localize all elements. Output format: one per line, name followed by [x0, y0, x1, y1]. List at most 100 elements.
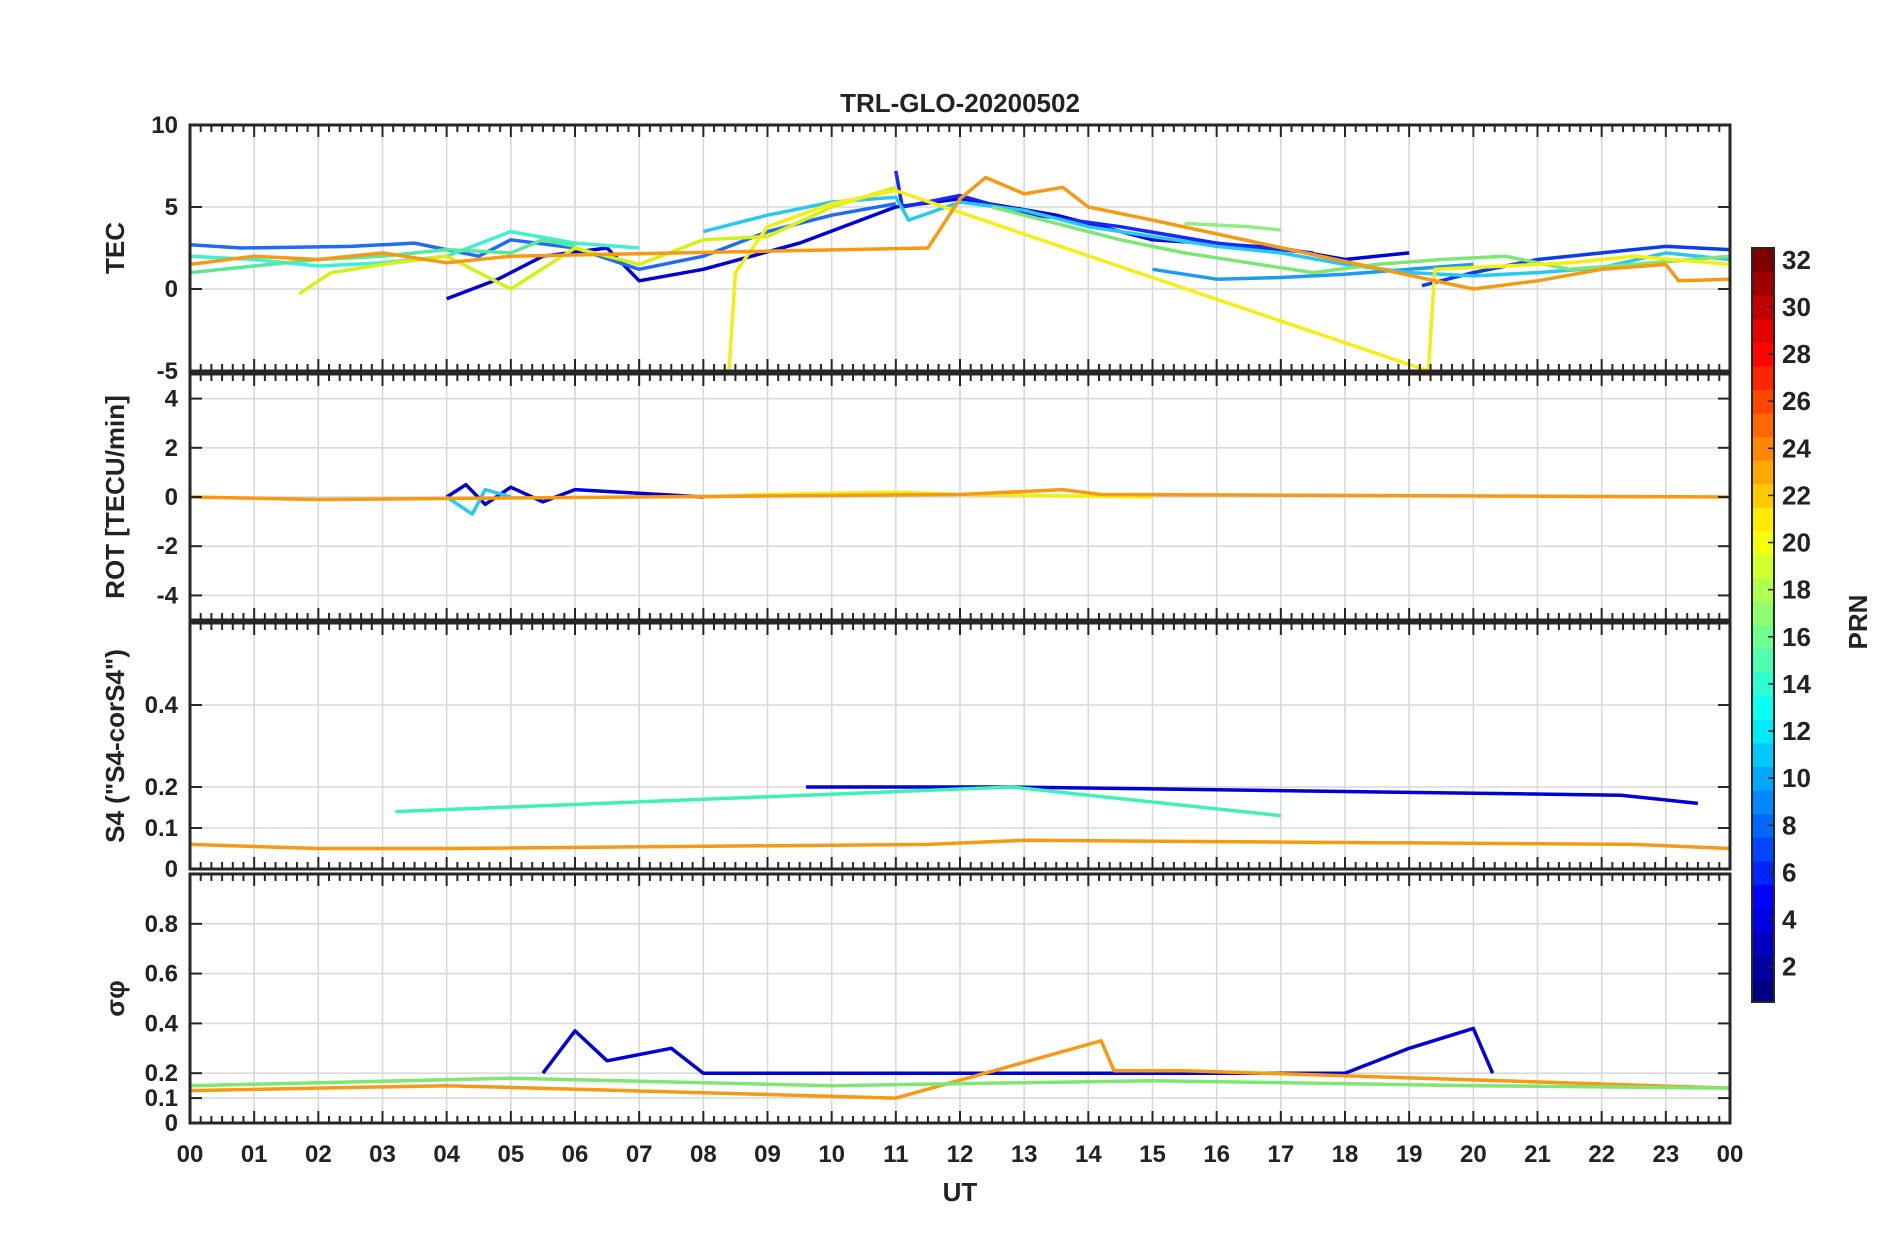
colorbar-tick-label: 30 — [1782, 292, 1811, 322]
y-axis-label: S4 ("S4-corS4") — [100, 649, 130, 843]
series-line-prn-11 — [702, 195, 1730, 278]
colorbar-segment — [1752, 625, 1774, 650]
colorbar-segment — [1752, 978, 1774, 1003]
y-tick-label: -5 — [157, 358, 178, 385]
series-line-prn-23 — [190, 838, 1730, 851]
series-line-prn-9 — [1152, 262, 1474, 281]
x-tick-label: 21 — [1524, 1141, 1551, 1168]
series-group — [190, 1026, 1730, 1100]
y-axis-label: σφ — [100, 980, 130, 1016]
colorbar-frame — [1751, 247, 1775, 1003]
colorbar-segment — [1752, 837, 1774, 862]
panel-sigma_phi: 00.10.2 0.4 0.6 0.8 σφ — [100, 872, 1732, 1137]
y-tick-label: 2 — [165, 435, 178, 462]
colorbar-segment — [1752, 295, 1774, 320]
colorbar-segment — [1752, 789, 1774, 815]
colorbar-segment — [1752, 931, 1774, 956]
series-line-prn-14 — [395, 785, 1281, 818]
colorbar-segment — [1752, 954, 1774, 980]
series-line-prn-16 — [190, 1076, 1730, 1090]
y-tick-label: 0 — [165, 1110, 178, 1137]
x-tick-label: 15 — [1139, 1141, 1166, 1168]
colorbar-segment — [1752, 271, 1774, 296]
series-group — [190, 170, 1730, 371]
colorbar-segment — [1752, 766, 1774, 791]
x-tick-label: 00 — [1717, 1141, 1744, 1168]
colorbar-label: PRN — [1843, 595, 1873, 650]
x-tick-label: 09 — [754, 1141, 781, 1168]
colorbar-tick-label: 12 — [1782, 716, 1811, 746]
colorbar-tick-label: 6 — [1782, 857, 1796, 887]
series-line-prn-15 — [190, 238, 576, 275]
x-tick-label: 18 — [1332, 1141, 1359, 1168]
x-tick-label: 19 — [1396, 1141, 1423, 1168]
y-tick-label: 0.2 — [145, 774, 178, 801]
colorbar-segment — [1752, 483, 1774, 508]
x-tick-label: 04 — [433, 1141, 460, 1168]
y-tick-label: 0.1 — [145, 1085, 178, 1112]
series-line-prn-7 — [190, 201, 897, 272]
y-tick-label: 4 — [165, 386, 179, 413]
panel-S4: 0 0.1 0.2 0.4 S4 ("S4-corS4") — [100, 621, 1732, 883]
x-tick-label: 22 — [1588, 1141, 1615, 1168]
figure-title: TRL-GLO-20200502 — [840, 88, 1080, 118]
x-tick-label: 13 — [1011, 1141, 1038, 1168]
x-tick-label: 17 — [1267, 1141, 1294, 1168]
colorbar-segment — [1752, 648, 1774, 673]
colorbar-tick-label: 20 — [1782, 528, 1811, 558]
x-tick-label: 00 — [177, 1141, 204, 1168]
series-line-prn-19 — [298, 185, 897, 296]
colorbar-segment — [1752, 436, 1774, 461]
colorbar-segment — [1752, 860, 1774, 885]
colorbar-segment — [1752, 907, 1774, 932]
y-tick-label: 0 — [165, 484, 178, 511]
colorbar-segment — [1752, 554, 1774, 579]
colorbar-segment — [1752, 695, 1774, 720]
series-line-prn-2 — [541, 1026, 1495, 1075]
colorbar-segment — [1752, 719, 1774, 744]
y-tick-label: 0.1 — [145, 815, 178, 842]
series-group — [190, 482, 1730, 516]
colorbar-segment — [1752, 412, 1774, 438]
series-line-prn-20 — [727, 188, 1730, 371]
colorbar-tick-label: 26 — [1782, 386, 1811, 416]
series-line-prn-23 — [190, 175, 1730, 291]
colorbar-segment — [1752, 577, 1774, 603]
colorbar-segment — [1752, 601, 1774, 626]
colorbar-segment — [1752, 460, 1774, 485]
y-tick-label: 0 — [165, 276, 178, 303]
series-line-prn-11 — [445, 487, 512, 516]
x-tick-label: 06 — [562, 1141, 589, 1168]
x-tick-label: 14 — [1075, 1141, 1102, 1168]
panel-ROT: -4 -2 0 2 4 ROT [TECU/min] — [100, 372, 1732, 622]
colorbar-tick-label: 4 — [1782, 905, 1797, 935]
y-tick-label: 0.4 — [145, 692, 179, 719]
x-tick-label: 23 — [1652, 1141, 1679, 1168]
x-tick-label: 03 — [369, 1141, 396, 1168]
colorbar-segment — [1752, 672, 1774, 697]
colorbar-tick-label: 28 — [1782, 339, 1811, 369]
y-axis-label: TEC — [100, 222, 130, 274]
colorbar-segment — [1752, 342, 1774, 367]
y-tick-label: 0.2 — [145, 1060, 178, 1087]
colorbar-segment — [1752, 248, 1774, 273]
y-tick-label: 0 — [165, 856, 178, 883]
y-tick-label: 0.8 — [145, 911, 178, 938]
x-tick-label: 10 — [818, 1141, 845, 1168]
colorbar-segment — [1752, 530, 1774, 555]
colorbar-tick-label: 8 — [1782, 810, 1796, 840]
colorbar-tick-label: 18 — [1782, 575, 1811, 605]
colorbar-segment — [1752, 884, 1774, 909]
colorbar-tick-label: 2 — [1782, 952, 1796, 982]
x-axis-label: UT — [943, 1177, 978, 1207]
x-tick-label: 08 — [690, 1141, 717, 1168]
y-tick-label: 10 — [151, 112, 178, 139]
x-tick-label: 02 — [305, 1141, 332, 1168]
series-line-prn-17 — [1184, 221, 1281, 232]
y-tick-label: 0.4 — [145, 1010, 179, 1037]
x-tick-label: 12 — [947, 1141, 974, 1168]
series-line-prn-2 — [445, 482, 704, 507]
